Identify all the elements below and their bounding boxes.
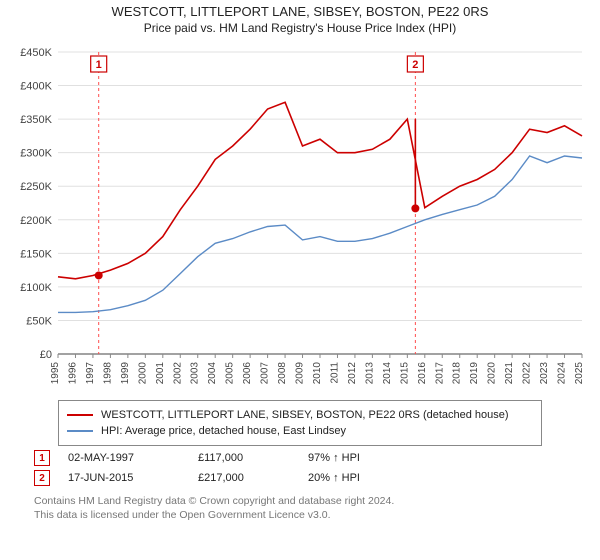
svg-text:2011: 2011 bbox=[329, 362, 340, 384]
event-badge-2: 2 bbox=[34, 470, 50, 486]
svg-text:2025: 2025 bbox=[574, 362, 585, 385]
footer-line-2: This data is licensed under the Open Gov… bbox=[34, 508, 580, 522]
event-price-1: £117,000 bbox=[198, 452, 308, 464]
svg-text:2013: 2013 bbox=[364, 362, 375, 385]
svg-text:2017: 2017 bbox=[434, 362, 445, 385]
svg-text:£250K: £250K bbox=[20, 181, 52, 193]
svg-text:2019: 2019 bbox=[469, 362, 480, 385]
footer-line-1: Contains HM Land Registry data © Crown c… bbox=[34, 494, 580, 508]
event-price-2: £217,000 bbox=[198, 472, 308, 484]
legend-swatch-price bbox=[67, 414, 93, 416]
legend-swatch-hpi bbox=[67, 430, 93, 432]
svg-text:2012: 2012 bbox=[347, 362, 358, 385]
svg-text:2022: 2022 bbox=[522, 362, 533, 385]
chart-svg: £0 £50K £100K £150K £200K £250K £300K £350K £400… bbox=[0, 44, 600, 394]
svg-text:1995: 1995 bbox=[50, 362, 61, 385]
svg-text:2014: 2014 bbox=[382, 362, 393, 385]
svg-text:£450K: £450K bbox=[20, 47, 52, 59]
svg-text:£300K: £300K bbox=[20, 148, 52, 160]
svg-text:1996: 1996 bbox=[67, 362, 78, 385]
svg-text:2018: 2018 bbox=[452, 362, 463, 385]
svg-text:2002: 2002 bbox=[172, 362, 183, 385]
legend-label-hpi: HPI: Average price, detached house, East… bbox=[101, 423, 346, 439]
svg-text:£200K: £200K bbox=[20, 215, 52, 227]
svg-text:2023: 2023 bbox=[539, 362, 550, 385]
legend-label-price: WESTCOTT, LITTLEPORT LANE, SIBSEY, BOSTO… bbox=[101, 407, 509, 423]
svg-text:2010: 2010 bbox=[312, 362, 323, 385]
svg-text:2004: 2004 bbox=[207, 362, 218, 385]
svg-text:1997: 1997 bbox=[85, 362, 96, 385]
svg-text:1: 1 bbox=[96, 59, 102, 71]
svg-text:2015: 2015 bbox=[399, 362, 410, 385]
svg-text:2006: 2006 bbox=[242, 362, 253, 385]
svg-text:£100K: £100K bbox=[20, 282, 52, 294]
svg-text:2016: 2016 bbox=[417, 362, 428, 385]
svg-text:2021: 2021 bbox=[504, 362, 515, 385]
svg-text:2008: 2008 bbox=[277, 362, 288, 385]
svg-text:2005: 2005 bbox=[225, 362, 236, 385]
svg-text:2009: 2009 bbox=[295, 362, 306, 385]
event-date-1: 02-MAY-1997 bbox=[68, 452, 198, 464]
svg-text:1998: 1998 bbox=[102, 362, 113, 385]
svg-text:2020: 2020 bbox=[487, 362, 498, 385]
svg-text:2007: 2007 bbox=[260, 362, 271, 385]
event-date-2: 17-JUN-2015 bbox=[68, 472, 198, 484]
svg-text:2003: 2003 bbox=[190, 362, 201, 385]
svg-text:2000: 2000 bbox=[137, 362, 148, 385]
price-chart: £0 £50K £100K £150K £200K £250K £300K £350K £400… bbox=[0, 44, 600, 394]
svg-text:2: 2 bbox=[412, 59, 418, 71]
svg-text:2024: 2024 bbox=[557, 362, 568, 385]
svg-text:£50K: £50K bbox=[26, 315, 52, 327]
table-row: 2 17-JUN-2015 £217,000 20% ↑ HPI bbox=[34, 468, 428, 488]
svg-text:£400K: £400K bbox=[20, 81, 52, 93]
event-delta-1: 97% ↑ HPI bbox=[308, 452, 428, 464]
event-badge-1: 1 bbox=[34, 450, 50, 466]
event-delta-2: 20% ↑ HPI bbox=[308, 472, 428, 484]
svg-text:1999: 1999 bbox=[120, 362, 131, 385]
title-address: WESTCOTT, LITTLEPORT LANE, SIBSEY, BOSTO… bbox=[0, 4, 600, 19]
footer-attribution: Contains HM Land Registry data © Crown c… bbox=[34, 494, 580, 522]
svg-text:2001: 2001 bbox=[155, 362, 166, 385]
svg-text:£150K: £150K bbox=[20, 248, 52, 260]
title-subtitle: Price paid vs. HM Land Registry's House … bbox=[0, 21, 600, 35]
svg-text:£350K: £350K bbox=[20, 114, 52, 126]
table-row: 1 02-MAY-1997 £117,000 97% ↑ HPI bbox=[34, 448, 428, 468]
legend: WESTCOTT, LITTLEPORT LANE, SIBSEY, BOSTO… bbox=[58, 400, 542, 446]
events-table: 1 02-MAY-1997 £117,000 97% ↑ HPI 2 17-JU… bbox=[34, 448, 428, 488]
svg-text:£0: £0 bbox=[40, 349, 52, 361]
